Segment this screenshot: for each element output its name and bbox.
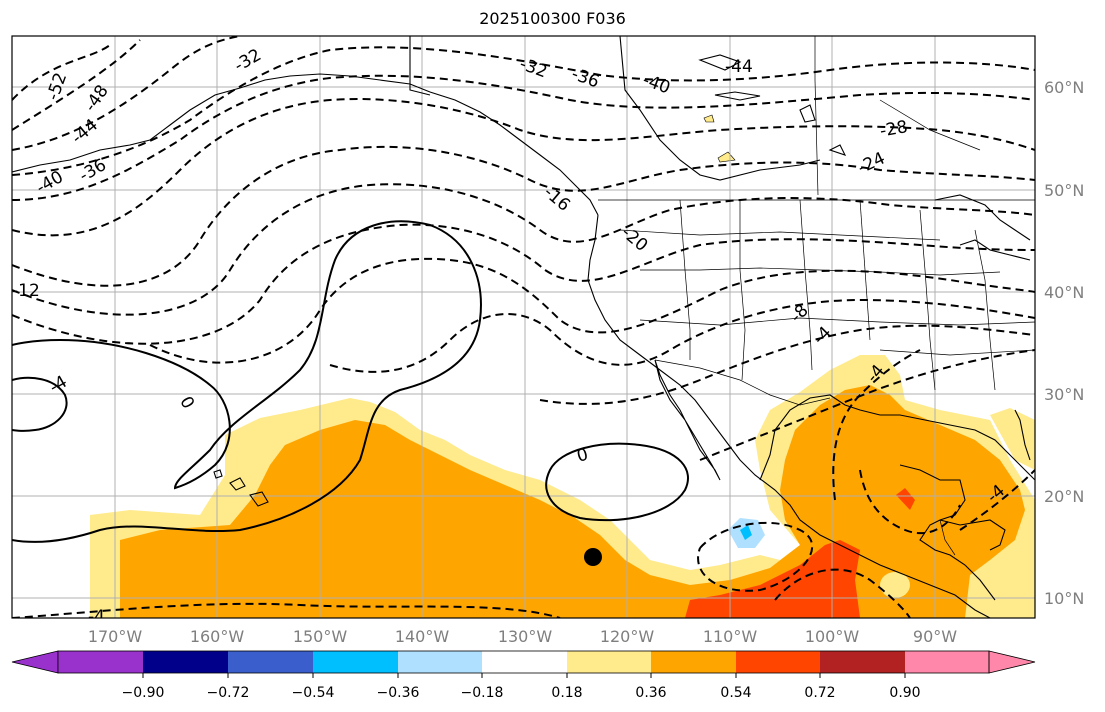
- colorbar-bin: [58, 651, 143, 673]
- colorbar-bin: [313, 651, 398, 673]
- lat-label: 60°N: [1044, 78, 1084, 97]
- colorbar: −0.90 −0.72 −0.54 −0.36 −0.18 0.18 0.36 …: [11, 650, 1036, 701]
- storm-center-marker: [584, 548, 602, 566]
- colorbar-tick-label: 0.54: [720, 685, 751, 701]
- lon-label: 160°W: [190, 627, 245, 646]
- colorbar-tick-label: −0.36: [377, 685, 420, 701]
- map-title: 2025100300 F036: [479, 9, 626, 28]
- colorbar-tick-label: −0.90: [122, 685, 165, 701]
- lon-label: 130°W: [498, 627, 553, 646]
- colorbar-bin: [820, 651, 905, 673]
- latitude-labels: 60°N 50°N 40°N 30°N 20°N 10°N: [1044, 78, 1084, 608]
- lat-label: 50°N: [1044, 181, 1084, 200]
- contour-label: -4: [88, 607, 105, 627]
- lat-label: 10°N: [1044, 589, 1084, 608]
- contour-label: -44: [725, 57, 753, 77]
- coastlines: [12, 36, 1035, 618]
- lat-label: 40°N: [1044, 283, 1084, 302]
- colorbar-tick-label: −0.54: [292, 685, 335, 701]
- lon-label: 90°W: [913, 627, 957, 646]
- colorbar-tick-label: −0.72: [207, 685, 250, 701]
- shade-cyan: [740, 525, 752, 540]
- shade-yellow-canada1: [703, 114, 715, 123]
- lon-label: 100°W: [805, 627, 860, 646]
- contour-label: 0: [575, 445, 591, 467]
- colorbar-tick-label: 0.36: [635, 685, 666, 701]
- colorbar-tick-label: 0.90: [889, 685, 920, 701]
- political-borders: [598, 36, 1035, 556]
- lat-label: 20°N: [1044, 487, 1084, 506]
- solid-contours: [12, 220, 689, 543]
- dashed-contours: [12, 36, 1035, 618]
- shade-yellow-east: [990, 408, 1035, 470]
- contour-label: -28: [878, 117, 909, 142]
- colorbar-bin: [482, 651, 567, 673]
- four-contour-west: [12, 376, 68, 432]
- colorbar-tick-label: 0.18: [551, 685, 582, 701]
- colorbar-bin: [905, 651, 989, 673]
- graticule: [12, 36, 1035, 618]
- shade-yellow-hole: [880, 572, 910, 598]
- shade-red-small: [896, 488, 915, 510]
- colorbar-bin: [736, 651, 820, 673]
- colorbar-bin: [398, 651, 482, 673]
- colorbar-tick-label: 0.72: [804, 685, 835, 701]
- shade-yellow-canada2: [717, 151, 736, 163]
- lat-label: 30°N: [1044, 385, 1084, 404]
- lon-label: 120°W: [600, 627, 655, 646]
- lon-label: 140°W: [395, 627, 450, 646]
- zero-contour-west: [12, 220, 482, 543]
- colorbar-bin: [651, 651, 736, 673]
- colorbar-bin: [567, 651, 651, 673]
- map-panel: -52 -48 -44 -40 -36 -32 -32 -36 -40 -44 …: [12, 36, 1035, 627]
- shade-orange: [120, 385, 1025, 618]
- colorbar-bin: [228, 651, 313, 673]
- lon-label: 110°W: [703, 627, 758, 646]
- colorbar-bin: [143, 651, 228, 673]
- zero-contour-east: [545, 442, 689, 522]
- lon-label: 150°W: [293, 627, 348, 646]
- colorbar-extend-low: [11, 650, 59, 674]
- longitude-labels: 170°W 160°W 150°W 140°W 130°W 120°W 110°…: [88, 627, 957, 646]
- colorbar-extend-high: [988, 650, 1036, 674]
- colorbar-tick-label: −0.18: [461, 685, 504, 701]
- lon-label: 170°W: [88, 627, 143, 646]
- contour-label: -12: [12, 281, 40, 301]
